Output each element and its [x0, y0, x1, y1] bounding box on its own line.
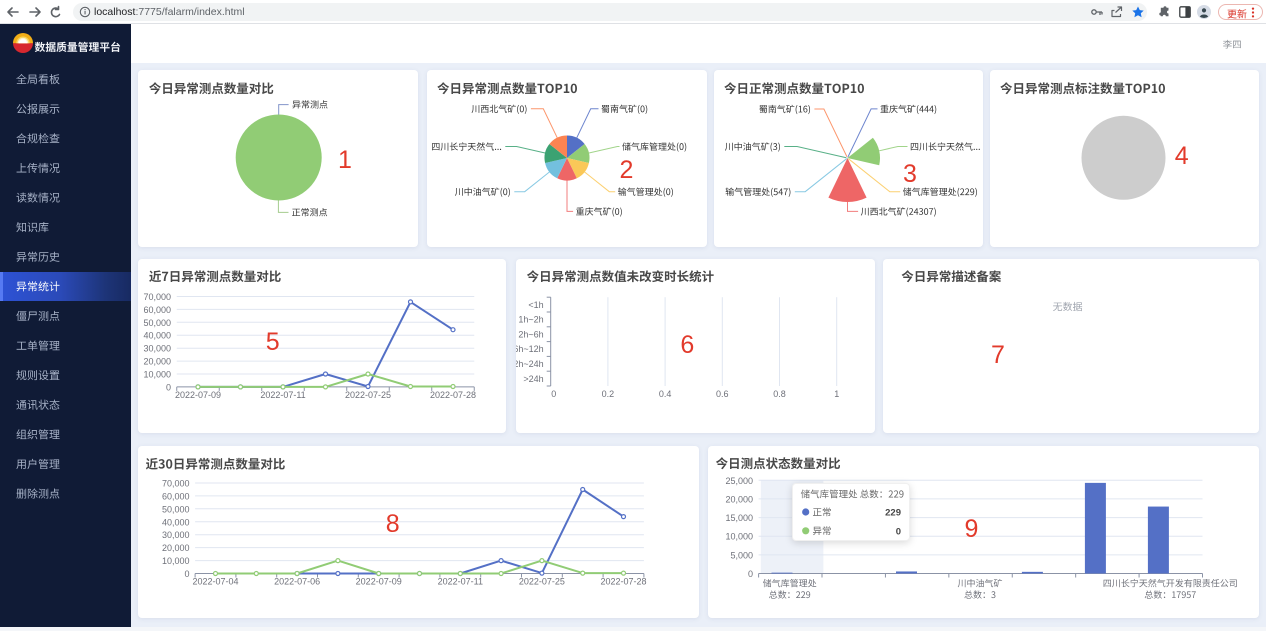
svg-text:50,000: 50,000: [162, 504, 190, 514]
svg-text:2022-07-04: 2022-07-04: [192, 577, 238, 587]
svg-text:0.8: 0.8: [773, 389, 786, 399]
svg-text:40,000: 40,000: [162, 517, 190, 527]
svg-text:25,000: 25,000: [725, 476, 753, 486]
svg-text:1h~2h: 1h~2h: [518, 314, 543, 324]
svg-text:0: 0: [166, 382, 171, 392]
svg-text:2022-07-25: 2022-07-25: [345, 389, 391, 399]
svg-text:50,000: 50,000: [143, 317, 171, 327]
svg-text:30,000: 30,000: [143, 343, 171, 353]
svg-text:15,000: 15,000: [725, 513, 753, 523]
svg-text:0.2: 0.2: [602, 389, 615, 399]
svg-text:0: 0: [895, 526, 900, 537]
svg-text:229: 229: [885, 508, 901, 519]
svg-text:1: 1: [834, 389, 839, 399]
svg-text:20,000: 20,000: [725, 494, 753, 504]
svg-text:2022-07-11: 2022-07-11: [438, 577, 483, 587]
svg-text:<1h: <1h: [528, 299, 543, 309]
svg-text:>24h: >24h: [523, 373, 543, 383]
svg-text:70,000: 70,000: [143, 292, 171, 302]
svg-text:0: 0: [551, 389, 556, 399]
svg-text:60,000: 60,000: [143, 304, 171, 314]
svg-text:6h~12h: 6h~12h: [516, 344, 544, 354]
svg-text:2h~24h: 2h~24h: [516, 359, 544, 369]
svg-text:2h~6h: 2h~6h: [518, 329, 543, 339]
svg-text:2022-07-09: 2022-07-09: [356, 577, 402, 587]
svg-text:2022-07-09: 2022-07-09: [175, 389, 221, 399]
svg-text:2022-07-11: 2022-07-11: [260, 389, 305, 399]
svg-text:2022-07-28: 2022-07-28: [430, 389, 476, 399]
svg-text:10,000: 10,000: [143, 369, 171, 379]
svg-text:10,000: 10,000: [725, 532, 753, 542]
svg-text:0: 0: [184, 569, 189, 579]
svg-text:0.4: 0.4: [659, 389, 672, 399]
svg-text:2022-07-06: 2022-07-06: [274, 577, 320, 587]
svg-text:20,000: 20,000: [143, 356, 171, 366]
svg-text:0.6: 0.6: [716, 389, 729, 399]
svg-text:40,000: 40,000: [143, 330, 171, 340]
svg-text:2022-07-25: 2022-07-25: [519, 577, 565, 587]
svg-text:20,000: 20,000: [162, 543, 190, 553]
svg-text:30,000: 30,000: [162, 530, 190, 540]
svg-text:2022-07-28: 2022-07-28: [600, 577, 646, 587]
svg-text:10,000: 10,000: [162, 556, 190, 566]
svg-text:5,000: 5,000: [730, 550, 753, 560]
svg-text:60,000: 60,000: [162, 491, 190, 501]
svg-text:0: 0: [747, 569, 752, 579]
svg-text:70,000: 70,000: [162, 479, 190, 489]
